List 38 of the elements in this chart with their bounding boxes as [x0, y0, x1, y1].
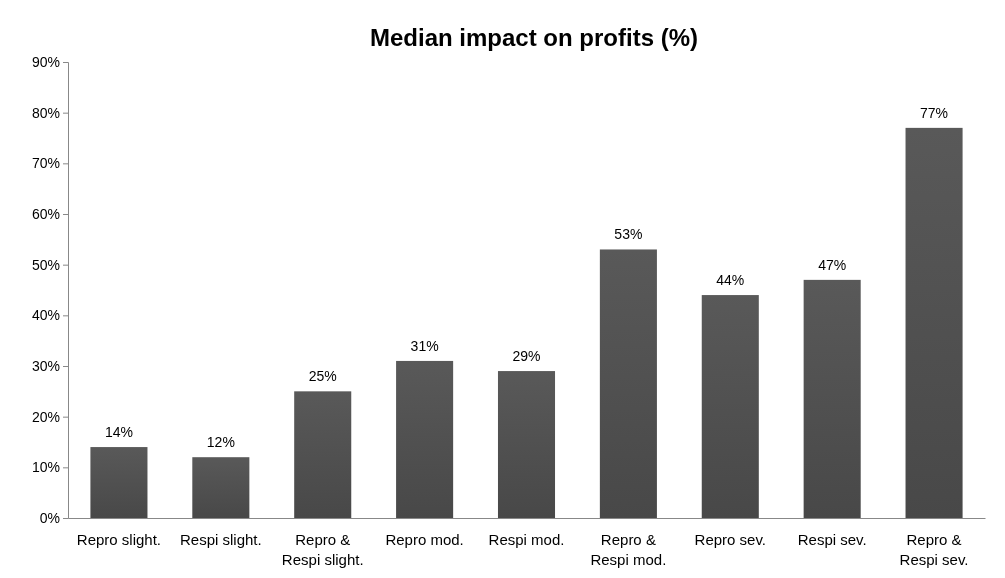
- data-label: 29%: [512, 348, 541, 365]
- x-tick-label: Repro & Respi slight.: [281, 531, 364, 568]
- bar: [396, 360, 454, 518]
- x-tick-label: Repro & Respi mod.: [590, 531, 667, 568]
- data-label: 47%: [818, 256, 847, 273]
- bar: [599, 249, 657, 518]
- x-tick-label: Respi mod.: [488, 531, 565, 548]
- x-tick-label: Repro & Respi sev.: [899, 531, 969, 568]
- y-tick-label: 90%: [31, 53, 60, 70]
- y-tick-label: 10%: [31, 459, 60, 476]
- y-tick-label: 60%: [31, 205, 60, 222]
- bar: [701, 295, 759, 518]
- bar: [803, 279, 861, 518]
- bar: [497, 371, 556, 518]
- y-tick-label: 0%: [39, 509, 60, 526]
- x-tick-label: Respi sev.: [797, 531, 867, 548]
- y-tick-label: 20%: [31, 408, 60, 425]
- data-label: 14%: [104, 424, 133, 441]
- bar: [192, 457, 250, 518]
- y-tick-label: 40%: [31, 307, 60, 324]
- x-tick-label: Repro slight.: [76, 531, 162, 548]
- data-label: 53%: [614, 226, 643, 243]
- x-tick-label: Respi slight.: [179, 531, 262, 548]
- data-label: 25%: [308, 368, 337, 385]
- x-tick-label: Repro sev.: [694, 531, 766, 548]
- bar: [294, 391, 352, 518]
- data-label: 31%: [410, 337, 439, 354]
- y-tick-label: 70%: [31, 155, 60, 172]
- chart-title: Median impact on profits (%): [369, 24, 699, 51]
- y-tick-label: 80%: [31, 104, 60, 121]
- y-tick-label: 50%: [31, 256, 60, 273]
- data-label: 44%: [716, 272, 745, 289]
- x-tick-label: Repro mod.: [385, 531, 464, 548]
- data-label: 77%: [920, 104, 949, 121]
- y-tick-label: 30%: [31, 357, 60, 374]
- data-label: 12%: [206, 434, 235, 451]
- bar: [905, 127, 963, 518]
- bar: [90, 447, 148, 518]
